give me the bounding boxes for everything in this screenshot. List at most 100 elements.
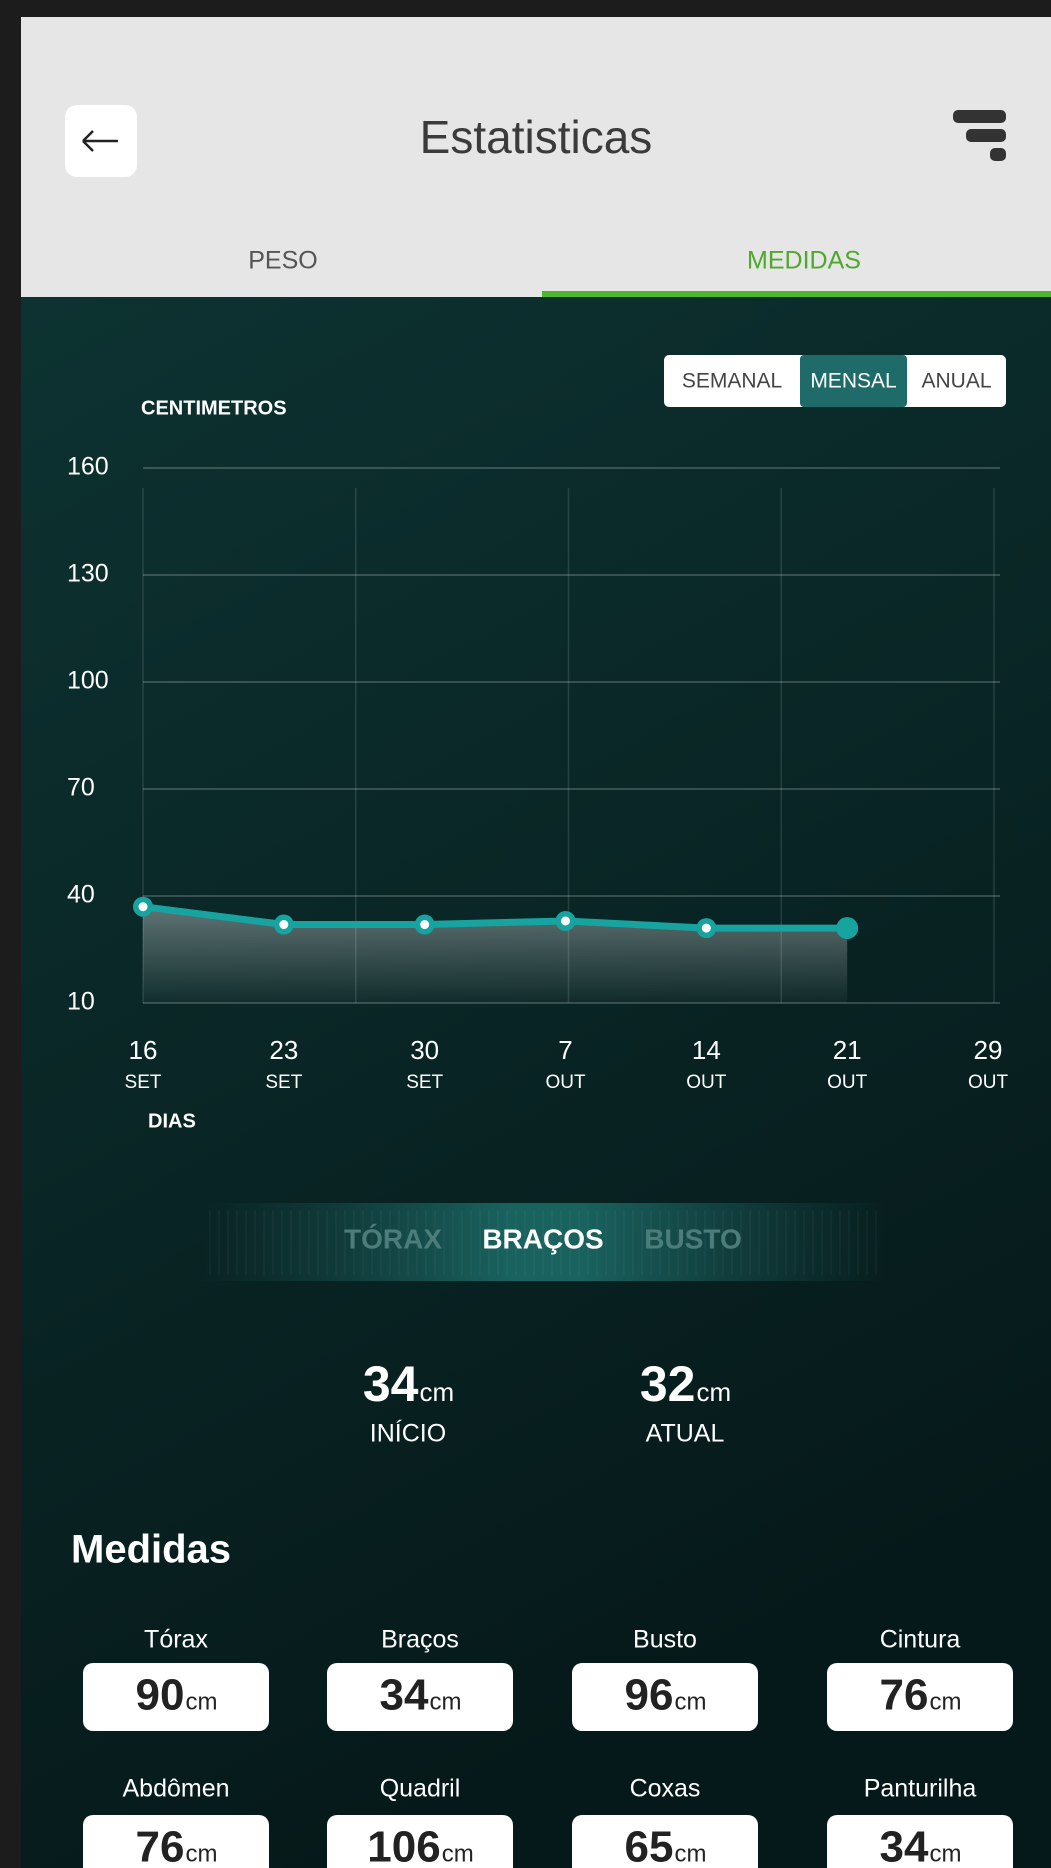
summary-value: 32	[640, 1356, 696, 1412]
x-tick-day: 30	[410, 1035, 439, 1065]
period-option[interactable]: MENSAL	[810, 370, 896, 393]
summary-unit: cm	[696, 1377, 731, 1407]
point-center	[701, 923, 711, 933]
x-tick-month: SET	[265, 1072, 302, 1093]
measure: 34 cm	[380, 1671, 462, 1720]
measure-unit: cm	[429, 1689, 461, 1716]
measure-box[interactable]	[827, 1815, 1013, 1868]
x-tick-day: 29	[974, 1035, 1003, 1065]
back-arrow	[82, 130, 118, 152]
x-tick-month: OUT	[827, 1072, 868, 1093]
measure-box[interactable]	[83, 1815, 269, 1868]
point-center	[561, 916, 570, 926]
measure-name: Quadril	[380, 1775, 461, 1803]
y-tick-label: 130	[67, 560, 109, 588]
measure-box[interactable]	[572, 1663, 758, 1731]
measure: 34 cm	[880, 1823, 962, 1868]
x-tick-month: OUT	[968, 1072, 1009, 1093]
measure-unit: cm	[185, 1689, 217, 1716]
measure: 76 cm	[136, 1823, 218, 1868]
measure-name: Coxas	[630, 1775, 701, 1803]
header	[21, 17, 1051, 297]
filter-bar	[990, 148, 1006, 161]
measure-name: Braços	[381, 1626, 459, 1654]
measure-name: Busto	[633, 1626, 697, 1654]
measure-value: 90	[136, 1671, 185, 1720]
section-title: Medidas	[71, 1528, 231, 1572]
y-axis-label: CENTIMETROS	[141, 397, 287, 419]
y-tick-label: 100	[67, 667, 109, 695]
measure-box[interactable]	[572, 1815, 758, 1868]
measure-value: 65	[625, 1823, 674, 1868]
line	[142, 903, 848, 932]
measure-name: Cintura	[880, 1626, 961, 1654]
measure: 90 cm	[136, 1671, 218, 1720]
filter-bar	[953, 110, 1006, 123]
measure-name: Panturilha	[864, 1775, 977, 1803]
measure-value: 76	[880, 1671, 929, 1720]
filter-button[interactable]	[953, 110, 1006, 161]
measure-unit: cm	[674, 1689, 706, 1716]
area	[143, 906, 848, 1003]
measure-value: 34	[880, 1823, 929, 1868]
measure: 96 cm	[625, 1671, 707, 1720]
point-center	[420, 920, 430, 930]
summary: 34 cm	[363, 1356, 454, 1412]
y-tick-label: 160	[67, 453, 109, 481]
measure-unit: cm	[929, 1689, 961, 1716]
selector-option[interactable]: TÓRAX	[344, 1223, 442, 1254]
measure-unit: cm	[929, 1841, 961, 1868]
measure-value: 96	[625, 1671, 674, 1720]
summary-unit: cm	[419, 1377, 454, 1407]
x-tick-month: OUT	[545, 1072, 586, 1093]
x-tick-day: 7	[558, 1035, 572, 1065]
x-tick-day: 16	[129, 1035, 158, 1065]
measure: 76 cm	[880, 1671, 962, 1720]
measure-name: Abdômen	[122, 1775, 229, 1803]
summary-label: ATUAL	[646, 1420, 725, 1448]
period-active	[800, 355, 907, 407]
x-tick-day: 23	[269, 1035, 298, 1065]
selector-band	[203, 1203, 888, 1281]
x-tick-day: 14	[692, 1035, 721, 1065]
measure-box[interactable]	[327, 1663, 513, 1731]
measure-box[interactable]	[327, 1815, 513, 1868]
measure-unit: cm	[185, 1841, 217, 1868]
filter-bar	[966, 129, 1006, 142]
x-tick-month: SET	[125, 1072, 162, 1093]
x-tick-month: OUT	[686, 1072, 727, 1093]
period-option[interactable]: ANUAL	[921, 370, 991, 393]
measure-value: 34	[380, 1671, 429, 1720]
measure-box[interactable]	[83, 1663, 269, 1731]
selector-stripes	[209, 1210, 877, 1275]
tab-indicator	[542, 291, 1051, 297]
selector-option[interactable]: BUSTO	[644, 1223, 742, 1254]
tab-label[interactable]: PESO	[248, 247, 317, 275]
point-center	[279, 920, 289, 930]
y-tick-label: 10	[67, 988, 95, 1016]
measure-unit: cm	[442, 1841, 474, 1868]
x-axis-label: DIAS	[148, 1110, 196, 1132]
tab-label[interactable]: MEDIDAS	[747, 247, 861, 275]
measure-name: Tórax	[144, 1626, 208, 1654]
x-tick-day: 21	[833, 1035, 862, 1065]
point	[836, 917, 859, 940]
measure-unit: cm	[674, 1841, 706, 1868]
page-title: Estatisticas	[420, 111, 653, 163]
y-tick-label: 70	[67, 774, 95, 802]
measure-value: 76	[136, 1823, 185, 1868]
period-option[interactable]: SEMANAL	[682, 370, 782, 393]
point-center	[138, 902, 148, 912]
summary: 32 cm	[640, 1356, 731, 1412]
selector-option[interactable]: BRAÇOS	[482, 1223, 603, 1254]
x-tick-month: SET	[406, 1072, 443, 1093]
summary-value: 34	[363, 1356, 419, 1412]
summary-label: INÍCIO	[370, 1419, 446, 1448]
measure-box[interactable]	[827, 1663, 1013, 1731]
y-tick-label: 40	[67, 881, 95, 909]
measure-value: 106	[367, 1823, 440, 1868]
measure: 65 cm	[625, 1823, 707, 1868]
measure: 106 cm	[367, 1823, 473, 1868]
